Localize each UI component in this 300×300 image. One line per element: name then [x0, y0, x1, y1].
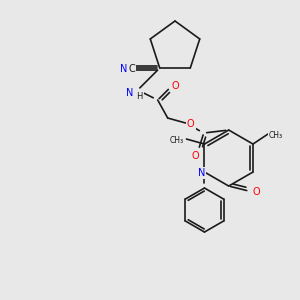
Text: N: N	[120, 64, 127, 74]
Text: CH₃: CH₃	[269, 130, 283, 140]
Text: O: O	[187, 119, 194, 129]
Text: N: N	[126, 88, 134, 98]
Text: C: C	[128, 64, 135, 74]
Text: O: O	[253, 187, 260, 197]
Text: CH₃: CH₃	[169, 136, 184, 145]
Text: N: N	[198, 168, 205, 178]
Text: H: H	[136, 92, 143, 100]
Text: O: O	[172, 81, 179, 91]
Text: O: O	[192, 151, 200, 161]
